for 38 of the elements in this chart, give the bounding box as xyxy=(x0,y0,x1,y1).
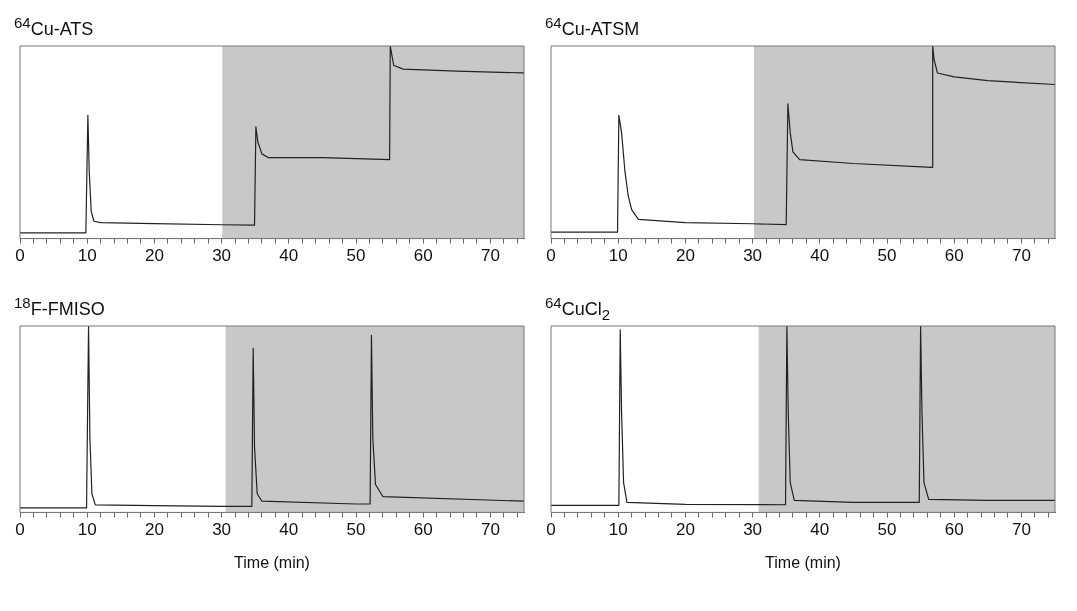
x-tick-label: 0 xyxy=(546,246,556,266)
x-tick-label: 70 xyxy=(480,520,500,540)
x-tick-label: 10 xyxy=(77,520,97,540)
chart-title: $^{64}$Cu-ATS xyxy=(13,13,95,41)
x-tick-label: 0 xyxy=(546,520,556,540)
x-tick-label: 70 xyxy=(1011,520,1031,540)
x-tick-label: 40 xyxy=(810,520,830,540)
x-tick-label: 20 xyxy=(144,520,164,540)
x-tick-label: 20 xyxy=(675,246,695,266)
x-tick-label: 30 xyxy=(212,520,232,540)
x-tick-label: 50 xyxy=(346,520,366,540)
x-tick-label: 0 xyxy=(15,246,25,266)
x-tick-label: 60 xyxy=(944,520,964,540)
x-tick-label: 10 xyxy=(608,520,628,540)
x-tick-label: 50 xyxy=(346,246,366,266)
x-tick-label: 60 xyxy=(413,246,433,266)
x-tick-label: 10 xyxy=(77,246,97,266)
x-tick-label: 20 xyxy=(144,246,164,266)
x-tick-label: 30 xyxy=(212,246,232,266)
chart-title: $^{64}$Cu-ATSM xyxy=(544,13,641,41)
x-tick-label: 40 xyxy=(810,246,830,266)
chart-title: $^{18}$F-FMISO xyxy=(13,293,106,321)
x-axis-title: Time (min) xyxy=(765,553,841,571)
x-tick-label: 10 xyxy=(608,246,628,266)
x-tick-label: 40 xyxy=(279,246,299,266)
x-tick-label: 20 xyxy=(675,520,695,540)
chart-title: $^{64}$CuCl$_{2}$ xyxy=(544,293,612,323)
x-tick-label: 60 xyxy=(944,246,964,266)
x-tick-label: 50 xyxy=(877,520,897,540)
x-tick-label: 30 xyxy=(743,246,763,266)
x-tick-label: 70 xyxy=(1011,246,1031,266)
x-tick-label: 30 xyxy=(743,520,763,540)
x-tick-label: 40 xyxy=(279,520,299,540)
x-tick-label: 70 xyxy=(480,246,500,266)
x-tick-label: 60 xyxy=(413,520,433,540)
x-axis-title: Time (min) xyxy=(234,553,310,571)
x-tick-label: 0 xyxy=(15,520,25,540)
x-tick-label: 50 xyxy=(877,246,897,266)
